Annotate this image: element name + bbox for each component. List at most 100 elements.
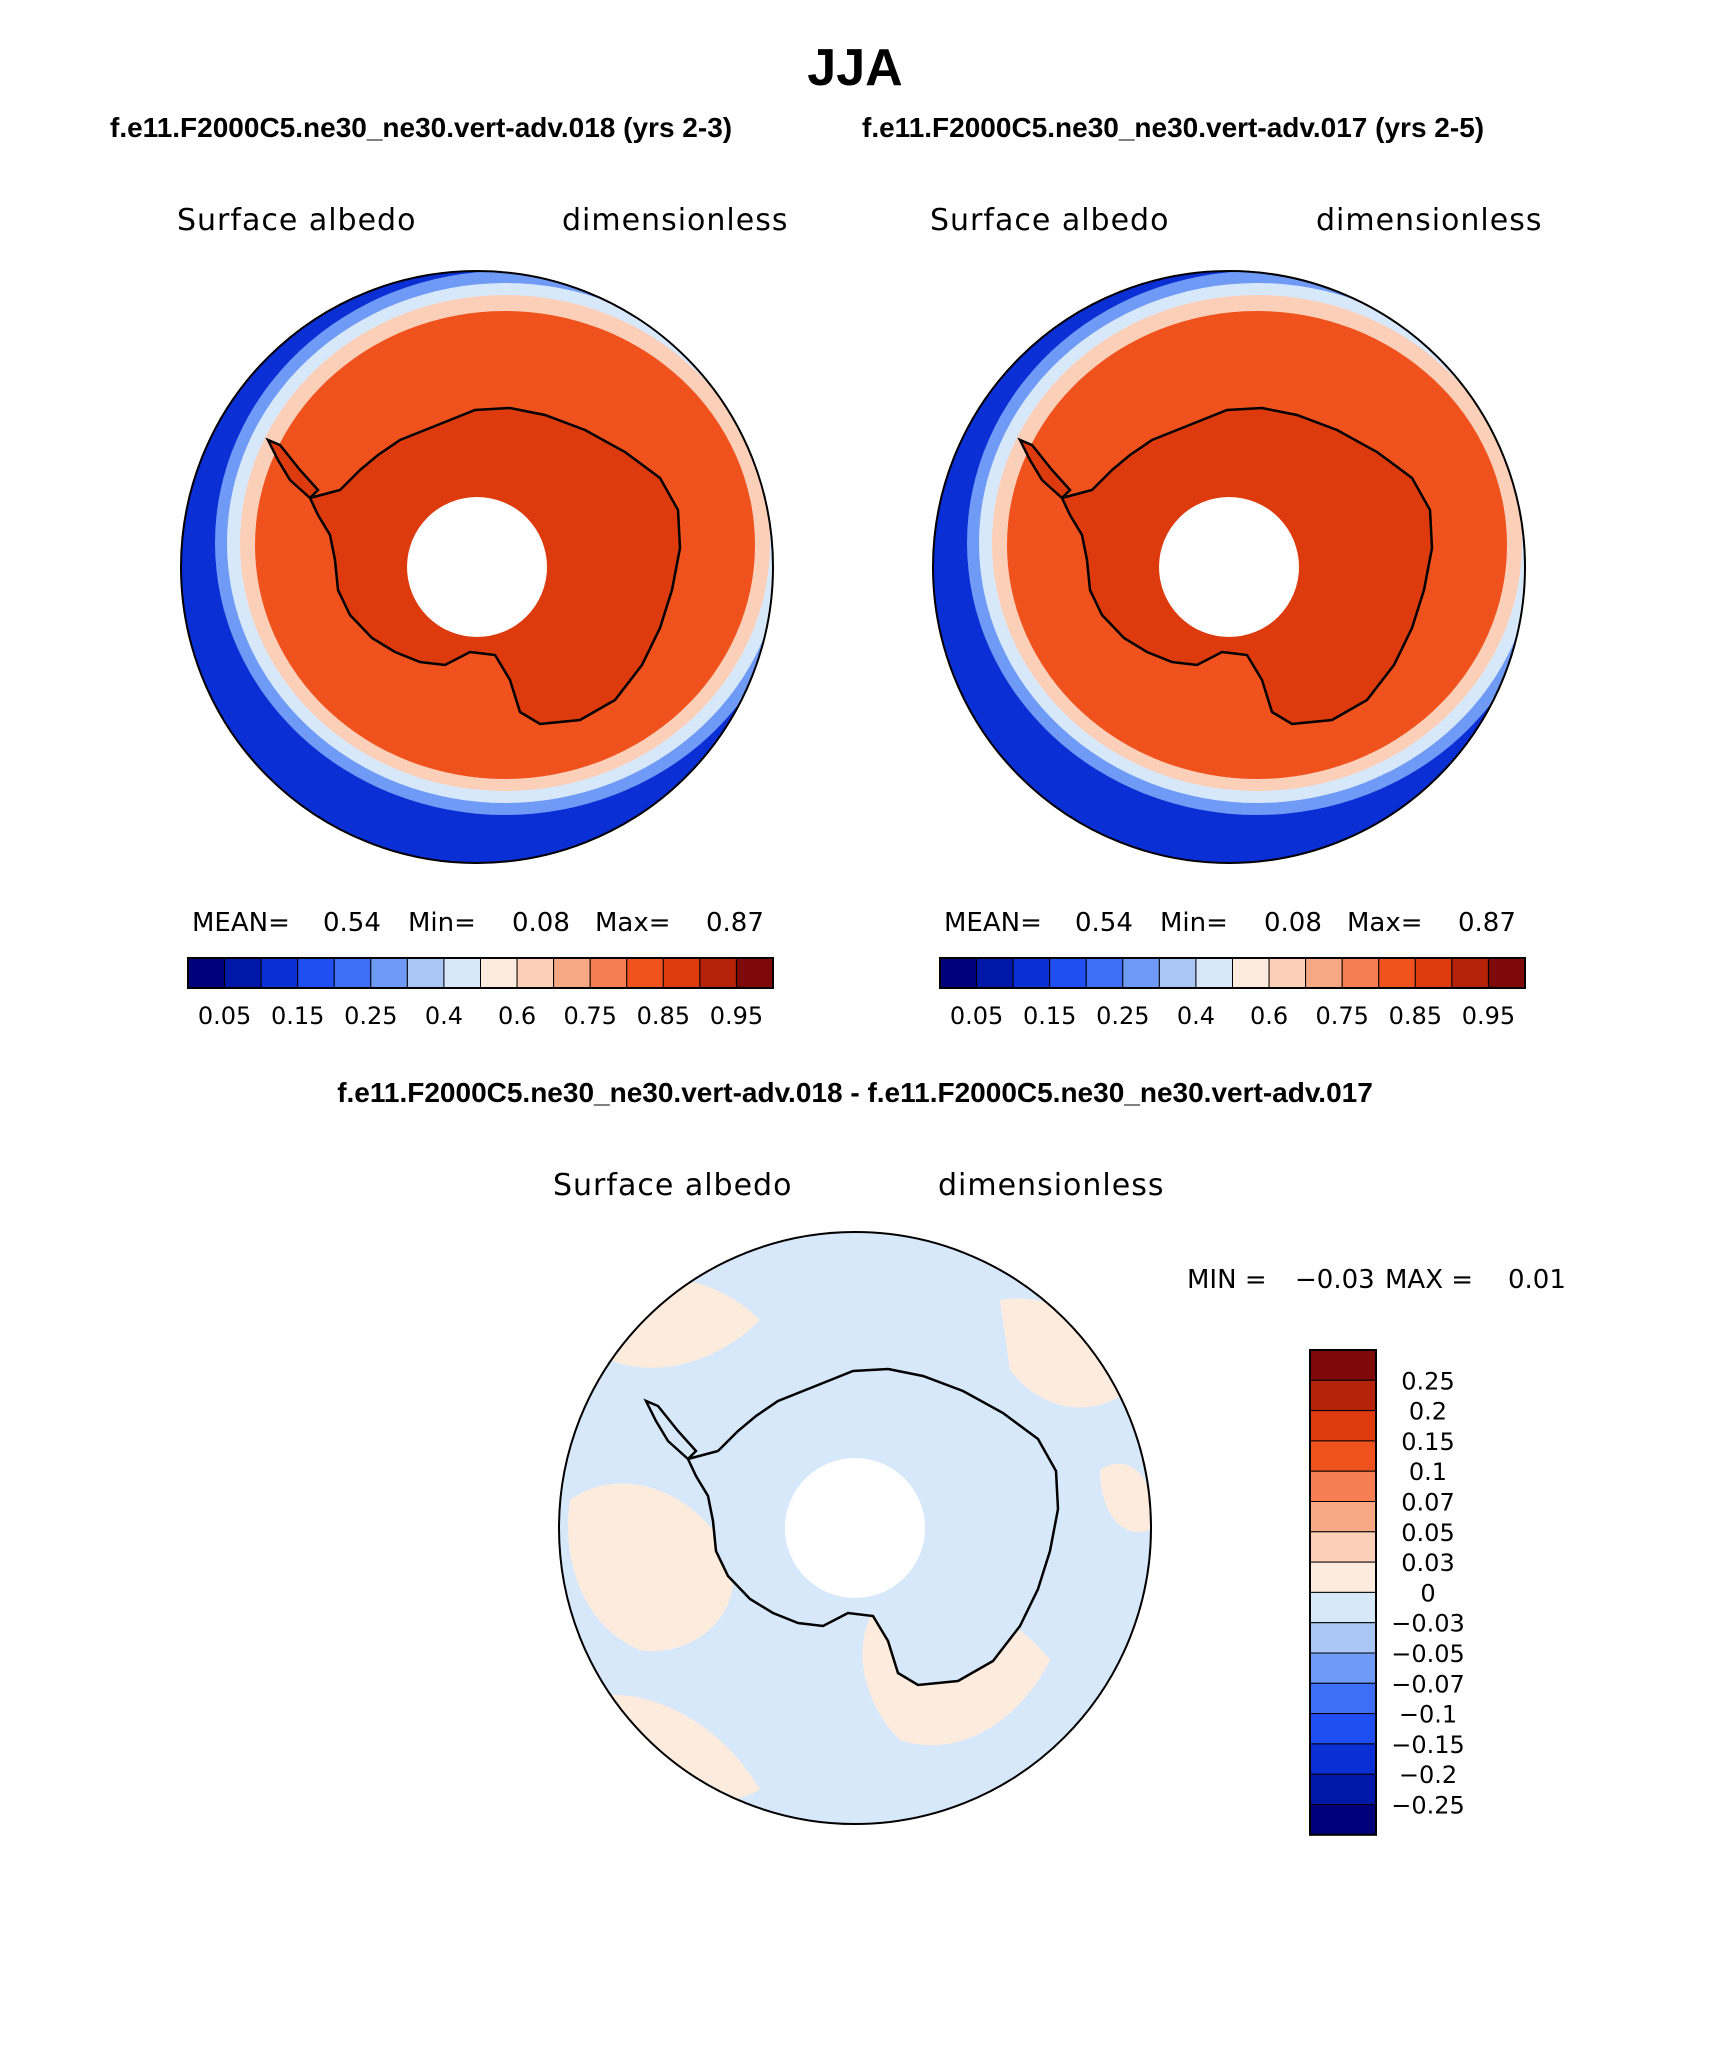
right-mean-label: MEAN= xyxy=(944,908,1042,938)
diff-colorbar-swatch xyxy=(1309,1713,1377,1745)
right-max-label: Max= xyxy=(1347,908,1423,938)
diff-colorbar-swatch xyxy=(1309,1470,1377,1502)
right-colorbar-swatch xyxy=(1012,957,1051,989)
right-min-label: Min= xyxy=(1160,908,1228,938)
diff-peninsula xyxy=(643,1398,698,1461)
diff-pole-hole xyxy=(785,1458,925,1598)
diff-colorbar-swatch xyxy=(1309,1652,1377,1684)
left-colorbar-swatch xyxy=(260,957,299,989)
left-colorbar-swatch xyxy=(480,957,518,989)
top-right-header: f.e11.F2000C5.ne30_ne30.vert-adv.017 (yr… xyxy=(862,112,1485,143)
left-mean-label: MEAN= xyxy=(192,908,290,938)
right-colorbar-tick-label: 0.25 xyxy=(1096,1002,1149,1030)
diff-colorbar-swatch xyxy=(1309,1743,1377,1775)
right-colorbar-tick-label: 0.15 xyxy=(1023,1002,1076,1030)
right-colorbar-swatch xyxy=(1122,957,1160,989)
left-colorbar-swatch xyxy=(735,957,774,989)
right-colorbar-tick-label: 0.05 xyxy=(950,1002,1003,1030)
diff-colorbar-tick-label: 0.07 xyxy=(1401,1489,1454,1517)
diff-colorbar-swatch xyxy=(1309,1410,1377,1442)
right-colorbar-swatch xyxy=(1085,957,1124,989)
diff-colorbar-tick-label: −0.03 xyxy=(1391,1610,1465,1638)
diff-max-value: 0.01 xyxy=(1508,1265,1566,1295)
right-colorbar-swatch xyxy=(1451,957,1489,989)
right-peninsula xyxy=(1017,437,1072,500)
diff-colorbar-swatch xyxy=(1309,1622,1377,1654)
left-colorbar-swatch xyxy=(406,957,445,989)
diff-colorbar-tick-label: 0 xyxy=(1420,1579,1435,1607)
diff-colorbar-tick-label: 0.1 xyxy=(1409,1458,1447,1486)
diff-colorbar-swatch xyxy=(1309,1501,1377,1533)
diff-header: f.e11.F2000C5.ne30_ne30.vert-adv.018 - f… xyxy=(337,1077,1373,1108)
right-colorbar-swatch xyxy=(1414,957,1453,989)
left-pole-hole xyxy=(407,497,547,637)
left-colorbar-swatch xyxy=(699,957,737,989)
right-colorbar-swatch xyxy=(1232,957,1270,989)
left-mean-value: 0.54 xyxy=(323,908,381,938)
right-colorbar-tick-label: 0.85 xyxy=(1389,1002,1442,1030)
right-mean-value: 0.54 xyxy=(1075,908,1133,938)
left-map-border xyxy=(180,270,774,864)
diff-colorbar-tick-label: −0.05 xyxy=(1391,1640,1465,1668)
left-colorbar-swatch xyxy=(553,957,591,989)
top-left-header: f.e11.F2000C5.ne30_ne30.vert-adv.018 (yr… xyxy=(110,112,733,143)
right-max-value: 0.87 xyxy=(1458,908,1516,938)
diff-positive-patch-2 xyxy=(568,1483,733,1652)
diff-polar-map xyxy=(558,1231,1152,1825)
diff-min-value: −0.03 xyxy=(1295,1265,1375,1295)
left-colorbar-swatch xyxy=(333,957,372,989)
main-title: JJA xyxy=(807,39,903,97)
right-units-label: dimensionless xyxy=(1316,203,1543,238)
left-polar-map xyxy=(180,270,774,864)
left-colorbar-tick-label: 0.75 xyxy=(563,1002,616,1030)
right-colorbar-swatch xyxy=(1305,957,1343,989)
right-colorbar-swatch xyxy=(1049,957,1087,989)
diff-colorbar-swatch xyxy=(1309,1591,1377,1624)
left-peninsula xyxy=(265,437,320,500)
left-colorbar-swatch xyxy=(516,957,555,989)
left-colorbar-tick-label: 0.05 xyxy=(198,1002,251,1030)
diff-colorbar-swatch xyxy=(1309,1440,1377,1472)
diff-positive-patch-4 xyxy=(1000,1298,1130,1408)
left-colorbar-swatch xyxy=(297,957,335,989)
left-colorbar-tick-label: 0.95 xyxy=(710,1002,763,1030)
diff-colorbar-swatch xyxy=(1309,1379,1377,1412)
left-units-label: dimensionless xyxy=(562,203,789,238)
right-colorbar-swatch xyxy=(1487,957,1526,989)
diff-min-label: MIN = xyxy=(1187,1265,1267,1295)
left-colorbar-swatch xyxy=(187,957,226,989)
right-colorbar-swatch xyxy=(1378,957,1416,989)
diff-max-label: MAX = xyxy=(1385,1265,1474,1295)
right-variable-label: Surface albedo xyxy=(930,203,1170,238)
diff-positive-patch-6 xyxy=(1100,1463,1151,1532)
right-colorbar-swatch xyxy=(939,957,978,989)
right-colorbar-swatch xyxy=(1195,957,1233,989)
right-colorbar-tick-label: 0.6 xyxy=(1250,1002,1288,1030)
left-colorbar-swatch xyxy=(224,957,262,989)
diff-colorbar: 0.250.20.150.10.070.050.030−0.03−0.05−0.… xyxy=(1309,1349,1465,1836)
diff-colorbar-tick-label: −0.2 xyxy=(1399,1761,1457,1789)
right-colorbar-tick-label: 0.95 xyxy=(1462,1002,1515,1030)
left-min-value: 0.08 xyxy=(512,908,570,938)
left-colorbar-swatch xyxy=(443,957,481,989)
right-colorbar-tick-label: 0.75 xyxy=(1315,1002,1368,1030)
left-colorbar-tick-label: 0.25 xyxy=(344,1002,397,1030)
right-colorbar: 0.05 0.15 0.25 0.4 0.6 0.75 0.85 0.95 xyxy=(939,957,1526,1030)
left-max-value: 0.87 xyxy=(706,908,764,938)
diff-units-label: dimensionless xyxy=(938,1168,1165,1203)
right-colorbar-swatch xyxy=(976,957,1014,989)
left-colorbar-swatch xyxy=(589,957,628,989)
diff-colorbar-tick-label: 0.15 xyxy=(1401,1428,1454,1456)
diff-colorbar-swatch xyxy=(1309,1531,1377,1563)
diff-colorbar-swatch xyxy=(1309,1682,1377,1715)
left-colorbar-swatch xyxy=(370,957,408,989)
right-map-border xyxy=(932,270,1526,864)
diff-colorbar-swatch xyxy=(1309,1349,1377,1381)
left-colorbar: 0.05 0.15 0.25 0.4 0.6 0.75 0.85 0.95 xyxy=(187,957,774,1030)
diff-colorbar-tick-label: −0.15 xyxy=(1391,1731,1465,1759)
right-min-value: 0.08 xyxy=(1264,908,1322,938)
right-colorbar-tick-label: 0.4 xyxy=(1177,1002,1215,1030)
left-colorbar-tick-label: 0.6 xyxy=(498,1002,536,1030)
left-max-label: Max= xyxy=(595,908,671,938)
